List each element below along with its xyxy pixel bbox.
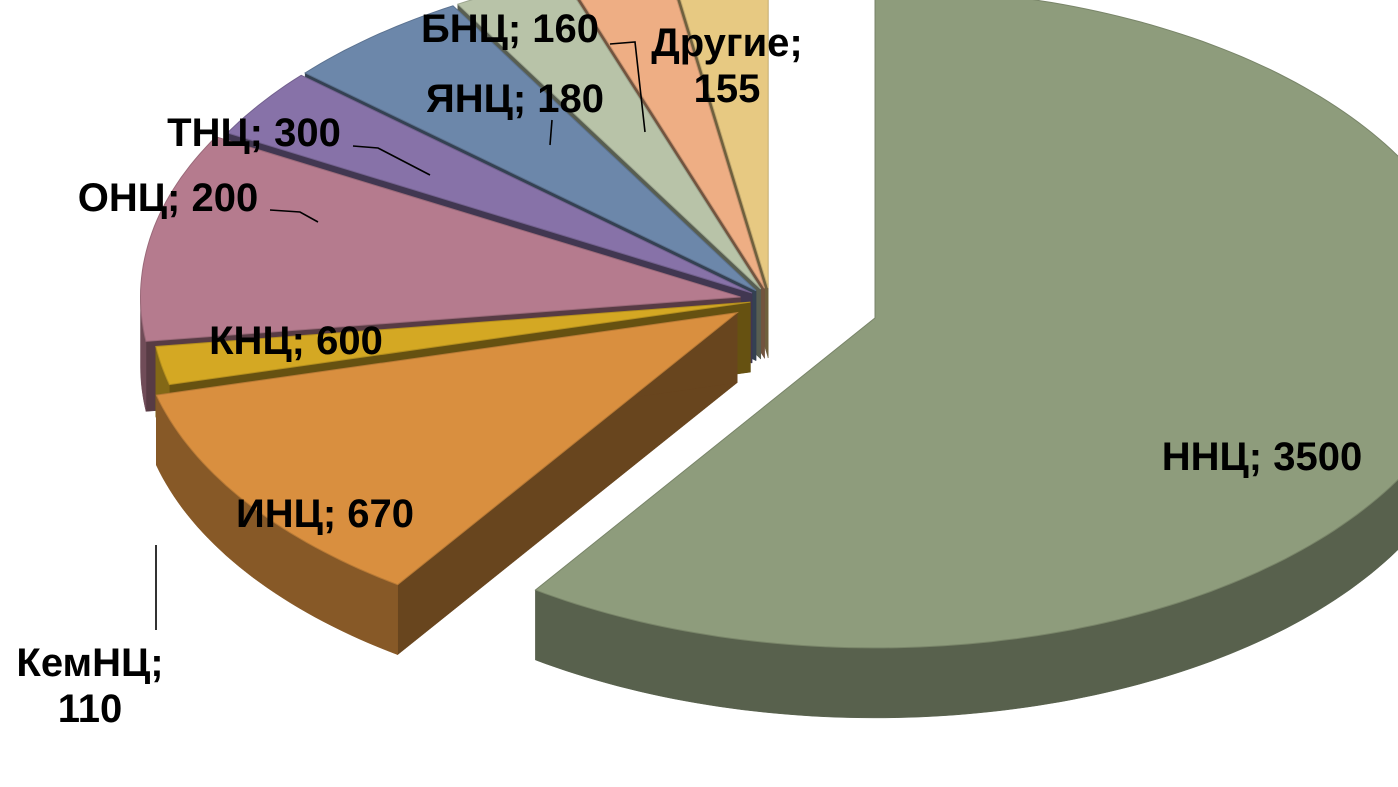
data-label-ЯНЦ: ЯНЦ; 180: [426, 77, 604, 121]
data-label-ННЦ: ННЦ; 3500: [1162, 435, 1362, 479]
data-label-КемНЦ: КемНЦ; 110: [16, 641, 163, 731]
data-label-КНЦ: КНЦ; 600: [209, 319, 383, 363]
data-label-ИНЦ: ИНЦ; 670: [236, 492, 414, 536]
data-label-ОНЦ: ОНЦ; 200: [78, 176, 258, 220]
data-label-ТНЦ: ТНЦ; 300: [167, 111, 341, 155]
data-label-БНЦ: БНЦ; 160: [421, 7, 599, 51]
